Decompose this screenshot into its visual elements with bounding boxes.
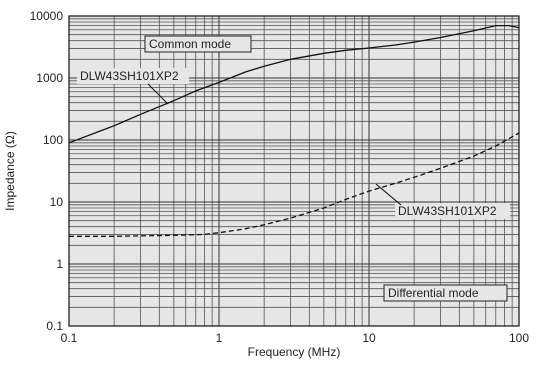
- series-1-name: DLW43SH101XP2: [80, 69, 179, 83]
- differential-mode-label: Differential mode: [388, 286, 479, 300]
- x-tick-label: 10: [362, 331, 376, 345]
- x-tick-label: 100: [509, 331, 529, 345]
- plot-frame: [68, 15, 520, 327]
- y-tick-label: 10: [50, 195, 64, 209]
- series-2-name: DLW43SH101XP2: [398, 204, 497, 218]
- x-tick-label: 0.1: [61, 331, 78, 345]
- tick-labels: 0.1 1 10 100 0.1 1 10 100 1000 10000: [30, 9, 530, 345]
- y-tick-label: 0.1: [46, 319, 63, 333]
- series-line-1: [68, 24, 520, 144]
- differential-mode-label-box: [383, 284, 508, 302]
- common-mode-label: Common mode: [149, 37, 231, 51]
- y-tick-label: 10000: [30, 9, 64, 23]
- y-tick-label: 1000: [36, 71, 63, 85]
- x-axis-label: Frequency (MHz): [248, 345, 341, 359]
- series-1-leader-line: [147, 83, 169, 105]
- y-axis-label: Impedance (Ω): [3, 131, 17, 211]
- series-2-name-backdrop: [395, 203, 510, 219]
- series-line-2: [69, 132, 520, 237]
- y-tick-label: 100: [43, 133, 63, 147]
- series-lines: [68, 24, 520, 237]
- y-tick-label: 1: [56, 257, 63, 271]
- common-mode-label-box: [144, 35, 252, 53]
- plot-area: [69, 16, 519, 326]
- x-tick-label: 1: [216, 331, 223, 345]
- series-1-name-backdrop: [77, 68, 189, 84]
- series-2-leader-line: [375, 183, 402, 206]
